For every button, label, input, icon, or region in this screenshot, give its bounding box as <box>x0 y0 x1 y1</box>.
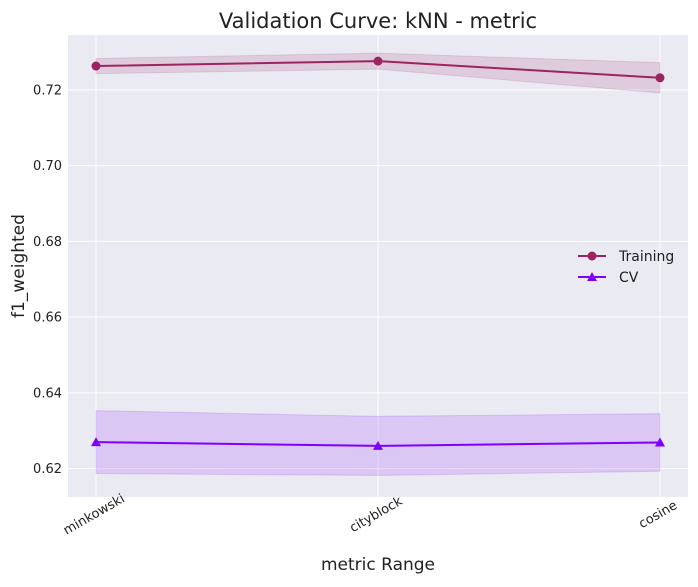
x-tick-label: cosine <box>636 498 680 532</box>
y-tick-label: 0.64 <box>33 386 62 401</box>
legend-cv-marker <box>587 272 597 281</box>
chart-title: Validation Curve: kNN - metric <box>219 9 537 33</box>
x-axis-label: metric Range <box>321 555 435 575</box>
cv-point <box>373 440 383 450</box>
y-tick-label: 0.62 <box>33 462 62 477</box>
series-markers <box>91 56 665 450</box>
x-tick-label: cityblock <box>347 494 405 536</box>
y-tick-label: 0.66 <box>33 311 62 326</box>
x-tick-label: minkowski <box>61 491 127 538</box>
y-axis-label: f1_weighted <box>9 214 29 318</box>
grid <box>68 35 688 497</box>
training-point <box>655 73 665 83</box>
y-tick-label: 0.70 <box>33 159 62 174</box>
cv-point <box>655 437 665 447</box>
legend-cv-label: CV <box>619 270 639 286</box>
training-point <box>91 61 101 71</box>
y-tick-label: 0.68 <box>33 235 62 250</box>
legend: Training CV <box>578 249 674 286</box>
x-tick-labels: minkowski cityblock cosine <box>61 491 680 538</box>
training-point <box>373 56 383 66</box>
cv-point <box>91 437 101 447</box>
legend-training-marker <box>587 251 597 261</box>
legend-training-label: Training <box>618 249 674 265</box>
y-tick-label: 0.72 <box>33 83 62 98</box>
y-tick-labels: 0.62 0.64 0.66 0.68 0.70 0.72 <box>33 83 62 477</box>
